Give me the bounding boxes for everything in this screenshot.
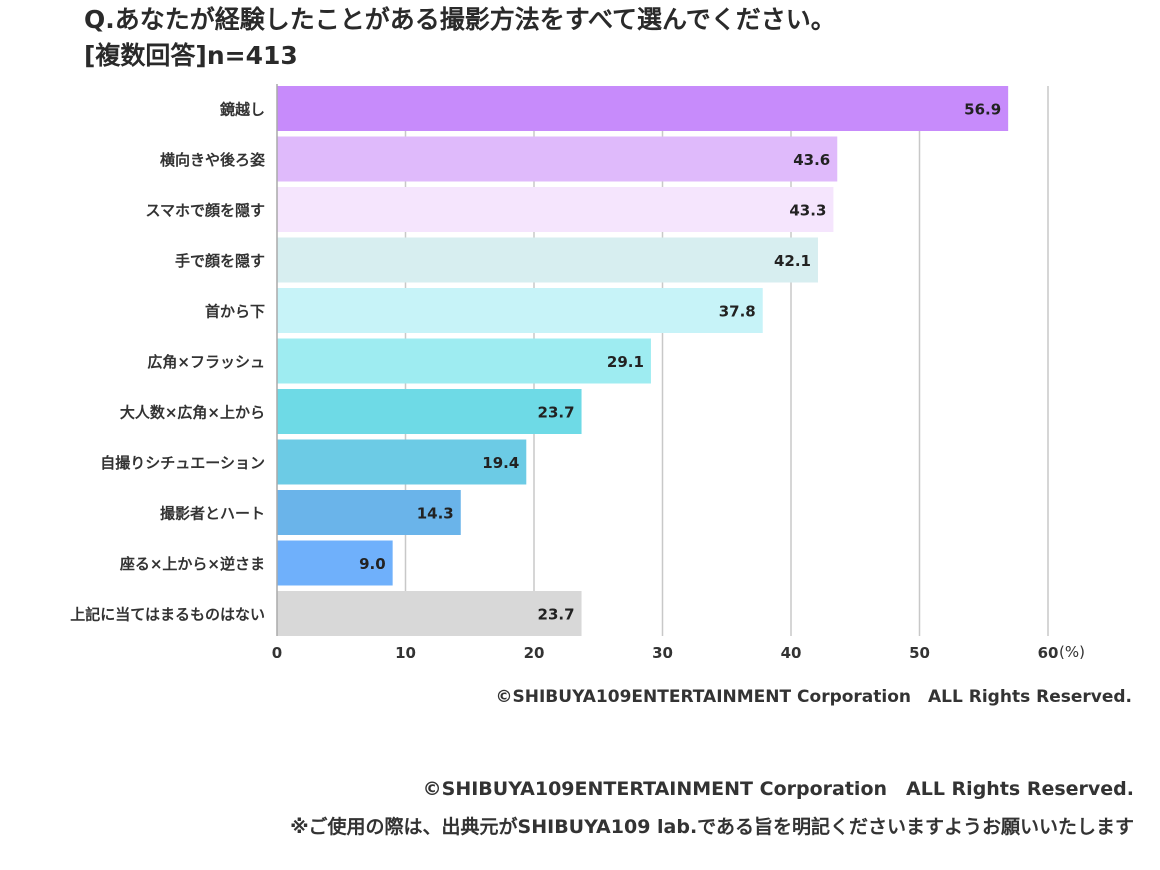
category-label: 上記に当てはまるものはない (70, 606, 265, 624)
bar (277, 136, 838, 182)
bar (277, 490, 461, 535)
x-tick-label: 0 (272, 644, 282, 662)
bar-chart: 鏡越し 56.9 横向きや後ろ姿 43.6 スマホで顔を隠す 43.3 手で顔を隠す 42.1… (70, 84, 1085, 662)
bar (277, 338, 651, 384)
category-label: 首から下 (205, 303, 265, 321)
chart-subtitle: [複数回答]n=413 (84, 41, 298, 70)
x-tick-label: 30 (652, 644, 673, 662)
data-label: 14.3 (417, 505, 454, 523)
category-label: 自撮りシチュエーション (100, 454, 265, 472)
category-label: 撮影者とハート (160, 505, 265, 523)
data-label: 19.4 (482, 454, 519, 472)
bar (277, 591, 582, 636)
chart-question: Q.あなたが経験したことがある撮影方法をすべて選んでください。 (84, 5, 836, 34)
data-label: 42.1 (774, 252, 811, 270)
x-axis-unit: (%) (1059, 643, 1085, 661)
bar (277, 389, 582, 434)
data-label: 56.9 (964, 101, 1001, 119)
category-label: 大人数×広角×上から (120, 404, 265, 422)
category-label: スマホで顔を隠す (145, 202, 265, 220)
bar (277, 540, 393, 586)
category-label: 手で顔を隠す (175, 252, 265, 270)
bar (277, 439, 527, 485)
x-tick-label: 50 (909, 644, 930, 662)
chart-copyright: ©SHIBUYA109ENTERTAINMENT Corporation ALL… (495, 687, 1132, 707)
x-tick-label: 40 (781, 644, 802, 662)
category-label: 座る×上から×逆さま (119, 555, 265, 573)
bar (277, 237, 818, 283)
category-label: 横向きや後ろ姿 (160, 151, 265, 169)
data-label: 43.3 (789, 202, 826, 220)
data-label: 23.7 (538, 404, 575, 422)
data-label: 9.0 (359, 555, 386, 573)
bar (277, 288, 763, 333)
footer-copyright: ©SHIBUYA109ENTERTAINMENT Corporation ALL… (422, 778, 1134, 800)
data-label: 29.1 (607, 353, 644, 371)
bar (277, 187, 834, 232)
bar (277, 86, 1009, 131)
footer-note: ※ご使用の際は、出典元がSHIBUYA109 lab.である旨を明記くださいます… (290, 816, 1134, 838)
x-tick-label: 10 (395, 644, 416, 662)
data-label: 43.6 (793, 151, 830, 169)
category-label: 鏡越し (220, 101, 265, 119)
data-label: 37.8 (719, 303, 756, 321)
x-tick-label: 20 (524, 644, 545, 662)
data-label: 23.7 (538, 606, 575, 624)
x-tick-label: 60 (1038, 644, 1059, 662)
category-label: 広角×フラッシュ (147, 353, 265, 371)
